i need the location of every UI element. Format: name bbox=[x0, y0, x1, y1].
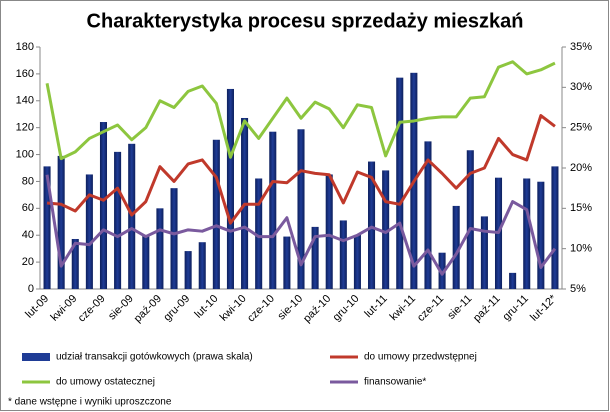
y-tick-label: 20 bbox=[22, 256, 34, 268]
bar bbox=[71, 238, 79, 289]
bar bbox=[339, 220, 347, 289]
y-tick-label: 120 bbox=[16, 122, 34, 134]
legend-label: do umowy przedwstępnej bbox=[364, 352, 477, 363]
y2-tick-label: 20% bbox=[570, 162, 592, 174]
bar bbox=[438, 252, 446, 289]
bar bbox=[114, 151, 122, 289]
y2-tick-label: 10% bbox=[570, 243, 592, 255]
bar bbox=[283, 236, 291, 289]
bar bbox=[184, 251, 192, 289]
bar bbox=[156, 208, 164, 289]
footnote: * dane wstępne i wyniki uproszczone bbox=[8, 397, 172, 408]
bar bbox=[353, 234, 361, 289]
y-tick-label: 180 bbox=[16, 41, 34, 53]
y-tick-label: 40 bbox=[22, 229, 34, 241]
bar bbox=[480, 216, 488, 289]
legend-swatch bbox=[22, 353, 50, 361]
y-tick-label: 160 bbox=[16, 68, 34, 80]
line bbox=[46, 114, 556, 225]
bar bbox=[551, 166, 559, 289]
y2-tick-label: 25% bbox=[570, 122, 592, 134]
bar bbox=[368, 161, 376, 289]
bar bbox=[452, 205, 460, 289]
bar bbox=[269, 131, 277, 289]
y-tick-label: 140 bbox=[16, 95, 34, 107]
bar bbox=[226, 88, 234, 290]
bar bbox=[466, 150, 474, 289]
bar bbox=[325, 174, 333, 289]
bar bbox=[142, 234, 150, 289]
bar bbox=[57, 155, 65, 289]
bar bbox=[396, 77, 404, 289]
y2-tick-label: 35% bbox=[570, 41, 592, 53]
bar bbox=[537, 181, 545, 289]
bar bbox=[212, 139, 220, 289]
bar bbox=[85, 174, 93, 289]
line bbox=[45, 60, 556, 161]
bar bbox=[297, 129, 305, 289]
y2-tick-label: 5% bbox=[570, 283, 586, 295]
y-tick-label: 0 bbox=[28, 283, 34, 295]
bar bbox=[382, 170, 390, 289]
bar bbox=[255, 178, 263, 289]
bar bbox=[43, 166, 51, 289]
y2-tick-label: 15% bbox=[570, 202, 592, 214]
bar bbox=[99, 122, 108, 290]
y-tick-label: 60 bbox=[22, 202, 34, 214]
line bbox=[45, 174, 557, 276]
bar bbox=[509, 272, 517, 289]
legend-label: finansowanie* bbox=[364, 377, 426, 388]
y-tick-label: 80 bbox=[22, 175, 34, 187]
bar bbox=[424, 141, 432, 289]
bar bbox=[311, 226, 319, 289]
y-tick-label: 100 bbox=[16, 148, 34, 160]
bar bbox=[523, 178, 531, 289]
y2-tick-label: 30% bbox=[570, 81, 592, 93]
legend-label: udział transakcji gotówkowych (prawa ska… bbox=[56, 352, 253, 363]
legend-label: do umowy ostatecznej bbox=[56, 377, 155, 388]
bar bbox=[170, 188, 178, 289]
bar bbox=[198, 242, 206, 289]
chart-title: Charakterystyka procesu sprzedaży mieszk… bbox=[87, 10, 524, 32]
